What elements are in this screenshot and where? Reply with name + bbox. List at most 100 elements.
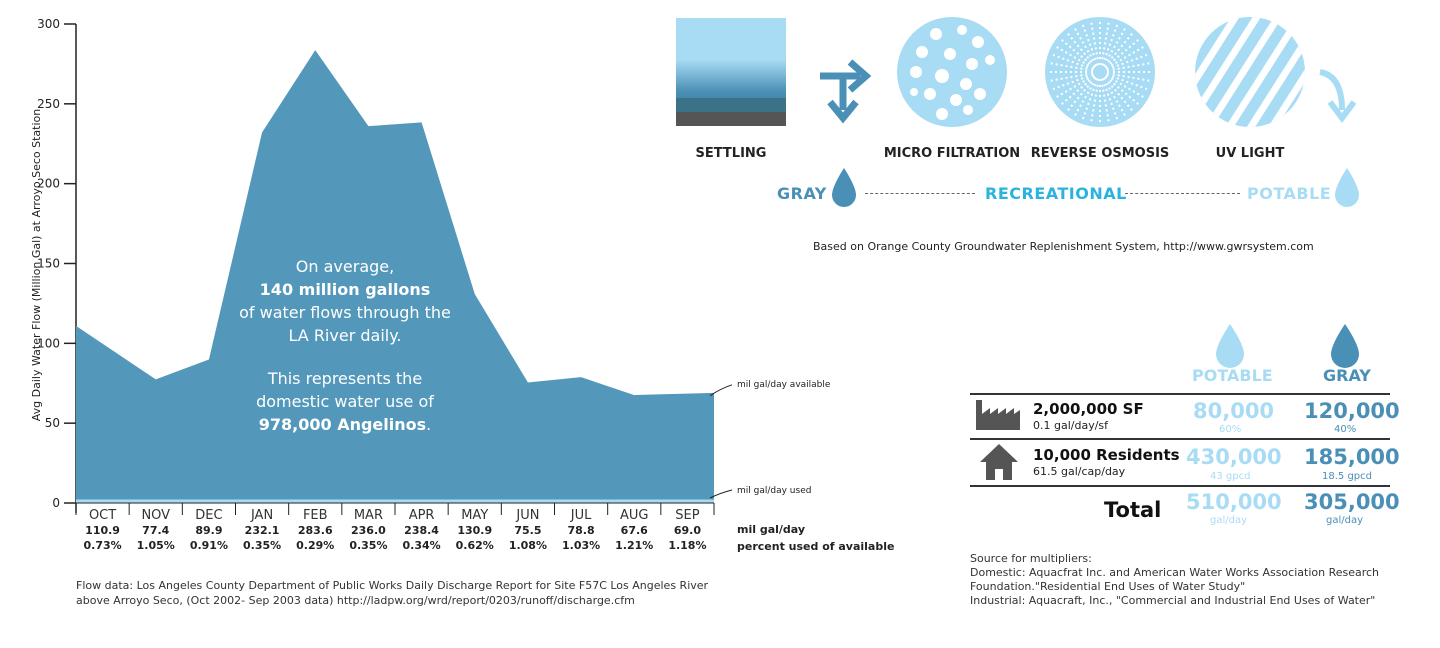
osmosis-ray bbox=[1103, 24, 1119, 61]
flow-source: Flow data: Los Angeles County Department… bbox=[76, 578, 708, 608]
osmosis-ray bbox=[1103, 83, 1119, 120]
month-col-jan: JAN 232.1 0.35% bbox=[236, 508, 288, 553]
osmosis-ray bbox=[1067, 33, 1093, 63]
percent-label: 0.34% bbox=[402, 539, 441, 552]
month-col-oct: OCT 110.9 0.73% bbox=[77, 508, 129, 553]
used-annotation: mil gal/day used bbox=[737, 486, 811, 496]
table-rule-mid bbox=[970, 438, 1390, 440]
multipliers-source: Source for multipliers: Domestic: Aquacf… bbox=[970, 552, 1379, 608]
osmosis-ray bbox=[1081, 24, 1097, 61]
value-label: 236.0 bbox=[351, 524, 386, 537]
osmosis-ray bbox=[1101, 84, 1110, 122]
filter-hole bbox=[950, 94, 962, 106]
osmosis-ray bbox=[1067, 81, 1093, 111]
step-reverse-osmosis: REVERSE OSMOSIS bbox=[1030, 146, 1170, 161]
potable-value: 430,000 bbox=[1186, 445, 1282, 469]
gray-sub: 40% bbox=[1334, 424, 1357, 435]
summary-highlight: 978,000 Angelinos bbox=[258, 415, 427, 434]
row-title: 2,000,000 SF bbox=[1033, 400, 1144, 418]
total-gray: 305,000 bbox=[1304, 490, 1400, 514]
y-tick-label: 250 bbox=[37, 97, 60, 111]
percent-label: 1.21% bbox=[615, 539, 654, 552]
flow-source-line: above Arroyo Seco, (Oct 2002- Sep 2003 d… bbox=[76, 594, 635, 607]
y-tick-label: 300 bbox=[37, 17, 60, 31]
annotation-leader bbox=[709, 489, 733, 499]
osmosis-ray bbox=[1105, 82, 1126, 116]
summary-line: of water flows through the bbox=[239, 303, 451, 322]
osmosis-ray bbox=[1111, 75, 1148, 91]
total-label: Total bbox=[1104, 498, 1162, 522]
summary-period: . bbox=[426, 415, 432, 434]
osmosis-ray bbox=[1112, 73, 1150, 82]
value-label: 89.9 bbox=[195, 524, 223, 537]
x-tick-label: JUL bbox=[570, 508, 592, 523]
osmosis-ray bbox=[1090, 22, 1099, 60]
osmosis-ray bbox=[1050, 73, 1088, 82]
filter-hole bbox=[960, 78, 972, 90]
table-rule-top bbox=[970, 393, 1390, 395]
down-arrow-icon bbox=[1319, 69, 1357, 123]
osmosis-ray bbox=[1107, 81, 1133, 111]
filter-hole bbox=[935, 69, 949, 83]
step-micro-filtration: MICRO FILTRATION bbox=[883, 146, 1021, 161]
value-label: 67.6 bbox=[620, 524, 648, 537]
percent-label: 1.18% bbox=[668, 539, 707, 552]
y-tick-label: 0 bbox=[52, 496, 60, 510]
osmosis-ray bbox=[1109, 79, 1139, 105]
month-col-apr: APR 238.4 0.34% bbox=[396, 508, 448, 553]
summary-highlight: 140 million gallons bbox=[259, 280, 431, 299]
filter-hole bbox=[966, 58, 978, 70]
month-col-may: MAY 130.9 0.62% bbox=[449, 508, 501, 553]
percent-label: 0.35% bbox=[349, 539, 388, 552]
row-sub: 61.5 gal/cap/day bbox=[1033, 465, 1126, 478]
osmosis-ray bbox=[1105, 28, 1126, 62]
row-title: 10,000 Residents bbox=[1033, 446, 1180, 464]
percent-label: 1.03% bbox=[561, 539, 601, 552]
annotation-leader bbox=[709, 384, 733, 397]
potable-header: POTABLE bbox=[1192, 366, 1273, 385]
step-uv-light: UV LIGHT bbox=[1215, 146, 1285, 161]
x-tick-label: JAN bbox=[250, 508, 274, 523]
osmosis-ray bbox=[1090, 84, 1099, 122]
filter-hole bbox=[910, 66, 922, 78]
x-tick-label: MAY bbox=[461, 508, 489, 523]
row-sub: 0.1 gal/day/sf bbox=[1033, 419, 1109, 432]
y-tick-label: 200 bbox=[37, 177, 60, 191]
table-rule-bottom bbox=[970, 485, 1390, 487]
osmosis-ray bbox=[1056, 77, 1090, 98]
y-tick-label: 50 bbox=[45, 416, 60, 430]
month-col-nov: NOV 77.4 1.05% bbox=[130, 508, 182, 553]
available-flow-area bbox=[76, 50, 714, 503]
x-tick-label: OCT bbox=[88, 508, 117, 523]
x-tick-label: APR bbox=[408, 508, 435, 523]
filter-hole bbox=[916, 46, 928, 58]
percent-label: 0.29% bbox=[296, 539, 335, 552]
value-label: 78.8 bbox=[567, 524, 595, 537]
reverse-osmosis-icon bbox=[1045, 17, 1155, 127]
percent-label: 1.05% bbox=[136, 539, 175, 552]
used-flow-area bbox=[76, 499, 714, 503]
step-settling: SETTLING bbox=[695, 146, 767, 161]
gray-header: GRAY bbox=[1323, 366, 1371, 385]
potable-sub: 43 gpcd bbox=[1210, 471, 1251, 482]
osmosis-ray bbox=[1056, 46, 1090, 67]
summary-text: On average, 140 million gallons of water… bbox=[215, 255, 475, 436]
summary-line: domestic water use of bbox=[256, 392, 434, 411]
multipliers-line: Source for multipliers: bbox=[970, 552, 1092, 565]
chart-annotations: mil gal/day available mil gal/day used bbox=[709, 380, 831, 499]
filter-hole bbox=[910, 88, 918, 96]
osmosis-ray bbox=[1052, 53, 1089, 69]
percent-row-label: percent used of available bbox=[737, 540, 895, 553]
filter-hole bbox=[924, 88, 936, 100]
percent-label: 1.08% bbox=[508, 539, 547, 552]
dash-right bbox=[1125, 193, 1240, 194]
value-label: 130.9 bbox=[457, 524, 493, 537]
percent-label: 0.35% bbox=[242, 539, 282, 552]
month-col-dec: DEC 89.9 0.91% bbox=[183, 508, 235, 553]
osmosis-ray bbox=[1050, 62, 1088, 71]
month-col-mar: MAR 236.0 0.35% bbox=[342, 508, 394, 553]
filter-hole bbox=[972, 36, 984, 48]
osmosis-ray bbox=[1110, 77, 1144, 98]
x-tick-label: NOV bbox=[141, 508, 171, 523]
factory-icon bbox=[976, 400, 1020, 430]
